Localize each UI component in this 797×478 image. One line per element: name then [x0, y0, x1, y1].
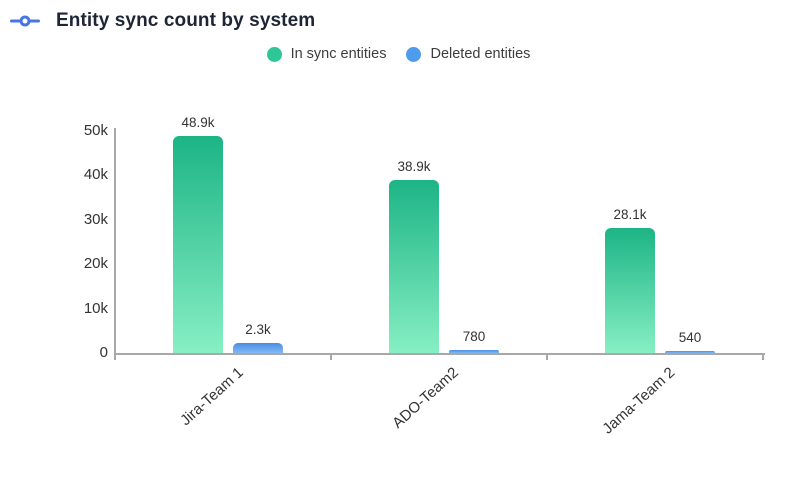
page-title: Entity sync count by system: [56, 10, 316, 31]
legend-item-in-sync[interactable]: In sync entities: [266, 46, 387, 62]
x-axis-category-label: Jira-Team 1: [176, 364, 247, 430]
x-axis-tick: [762, 355, 764, 360]
y-axis-tick-label: 0: [99, 344, 108, 361]
chart-legend: In sync entities Deleted entities: [0, 46, 797, 62]
bar-value-label: 28.1k: [613, 207, 647, 222]
y-axis-tick-label: 20k: [83, 255, 108, 273]
legend-swatch: [266, 46, 282, 62]
sync-connector-icon: [10, 13, 40, 29]
x-axis-category-label: Jama-Team 2: [599, 364, 679, 438]
bar-deleted[interactable]: [449, 350, 499, 353]
bar-value-label: 540: [678, 330, 702, 345]
legend-label: In sync entities: [290, 46, 387, 62]
x-axis-tick: [546, 355, 548, 360]
bar-value-label: 48.9k: [181, 115, 215, 130]
y-axis-line: [114, 128, 116, 355]
bar-deleted[interactable]: [233, 343, 283, 353]
chart-header: Entity sync count by system: [10, 10, 315, 32]
y-axis-tick-label: 30k: [83, 210, 108, 228]
bar-value-label: 38.9k: [397, 159, 431, 174]
legend-swatch: [406, 46, 422, 62]
y-axis-tick-label: 10k: [83, 299, 108, 317]
y-axis-tick-label: 50k: [83, 122, 108, 139]
x-axis-tick: [114, 355, 116, 360]
bar-value-label: 2.3k: [245, 322, 271, 337]
legend-label: Deleted entities: [430, 46, 531, 62]
y-axis-tick-label: 40k: [83, 166, 108, 184]
bar-in-sync[interactable]: [605, 228, 655, 353]
x-axis-line: [114, 353, 765, 355]
bar-in-sync[interactable]: [173, 136, 223, 353]
legend-item-deleted[interactable]: Deleted entities: [406, 46, 530, 62]
x-axis-tick: [330, 355, 332, 360]
bar-deleted[interactable]: [665, 351, 715, 353]
x-axis-category-label: ADO-Team2: [389, 364, 463, 432]
bar-value-label: 780: [462, 329, 486, 344]
bar-in-sync[interactable]: [389, 180, 439, 353]
